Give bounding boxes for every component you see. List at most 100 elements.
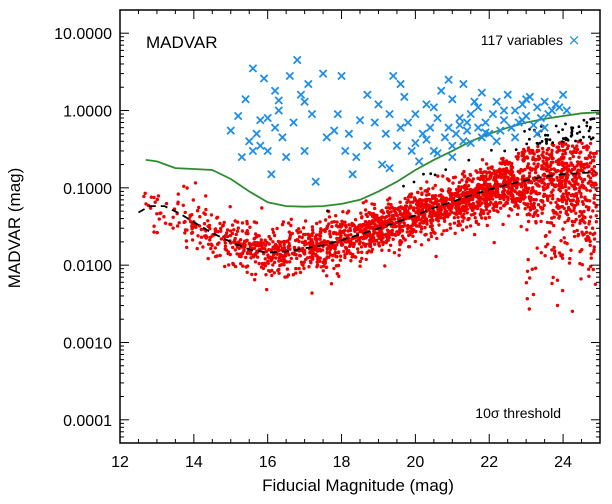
variable-marker <box>256 115 265 125</box>
variable-marker <box>370 118 380 127</box>
star-point <box>204 207 208 212</box>
star-point <box>573 146 577 151</box>
star-point <box>583 221 587 225</box>
star-point <box>539 219 543 224</box>
star-point <box>449 207 453 211</box>
variable-marker <box>518 115 527 125</box>
star-point <box>297 266 301 271</box>
star-point <box>576 182 580 186</box>
star-point <box>427 203 431 207</box>
star-point <box>347 223 351 227</box>
high-scatter-point <box>536 142 540 146</box>
star-point <box>289 217 293 221</box>
star-point <box>536 144 540 149</box>
star-point <box>588 239 592 244</box>
star-point <box>528 167 533 171</box>
star-point <box>481 176 485 180</box>
star-point <box>203 212 207 216</box>
star-point <box>327 215 332 219</box>
star-point <box>577 155 581 159</box>
star-point <box>250 243 254 247</box>
star-point <box>457 180 462 185</box>
star-point <box>373 242 377 246</box>
star-point <box>233 219 237 223</box>
star-point <box>303 232 307 237</box>
variable-marker <box>270 86 280 96</box>
variable-marker <box>363 141 372 151</box>
star-point <box>338 235 343 240</box>
star-point <box>528 198 533 203</box>
star-point <box>270 273 274 278</box>
star-point <box>231 261 235 266</box>
star-point <box>470 179 474 184</box>
star-point <box>201 245 205 249</box>
star-point <box>568 157 572 161</box>
star-point <box>578 151 582 155</box>
star-point <box>433 194 438 198</box>
star-point <box>506 161 510 165</box>
high-scatter-point <box>444 168 448 172</box>
star-point <box>316 257 320 261</box>
star-point <box>478 183 482 187</box>
star-point <box>143 191 147 195</box>
star-point <box>569 248 573 252</box>
variable-marker <box>340 146 350 156</box>
star-point <box>222 220 226 225</box>
star-point <box>446 178 451 182</box>
star-point <box>498 167 502 171</box>
high-scatter-point <box>326 209 329 213</box>
star-point <box>223 247 227 251</box>
star-point <box>261 241 265 245</box>
star-point <box>379 216 383 220</box>
star-point <box>567 207 571 211</box>
star-point <box>278 252 282 257</box>
star-point <box>461 204 465 209</box>
star-point <box>570 144 575 148</box>
star-point <box>484 187 489 191</box>
star-point <box>210 243 214 248</box>
star-point <box>545 194 549 198</box>
star-point <box>402 221 406 225</box>
star-point <box>340 219 344 223</box>
star-point <box>209 213 214 217</box>
star-point <box>457 206 461 210</box>
star-point <box>579 177 583 181</box>
star-point <box>363 220 368 224</box>
star-point <box>279 258 283 262</box>
star-point <box>541 206 545 210</box>
star-point <box>412 196 417 200</box>
star-point <box>593 282 598 286</box>
star-point <box>485 223 489 228</box>
star-point <box>198 241 202 245</box>
star-point <box>561 149 565 153</box>
star-point <box>332 266 336 271</box>
star-point <box>556 203 560 207</box>
star-point <box>261 266 266 271</box>
star-point <box>218 253 222 258</box>
star-point <box>149 195 153 199</box>
star-point <box>444 199 448 204</box>
star-point <box>575 228 579 233</box>
star-point <box>330 220 334 224</box>
star-point <box>564 199 569 203</box>
variable-marker <box>411 138 420 148</box>
star-point <box>313 235 317 239</box>
star-point <box>431 218 435 223</box>
star-point <box>243 243 247 247</box>
star-point <box>276 239 281 244</box>
star-point <box>462 216 466 220</box>
star-point <box>531 186 535 190</box>
variable-marker <box>496 126 505 135</box>
star-point <box>254 272 258 276</box>
star-point <box>516 204 520 208</box>
star-point <box>253 232 258 236</box>
star-point <box>468 224 473 228</box>
star-point <box>552 251 557 256</box>
star-point <box>390 228 394 233</box>
star-point <box>360 216 364 220</box>
star-point <box>540 146 545 151</box>
star-point <box>472 188 477 192</box>
star-point <box>397 248 402 252</box>
star-point <box>256 241 260 245</box>
high-scatter-point <box>577 125 581 129</box>
